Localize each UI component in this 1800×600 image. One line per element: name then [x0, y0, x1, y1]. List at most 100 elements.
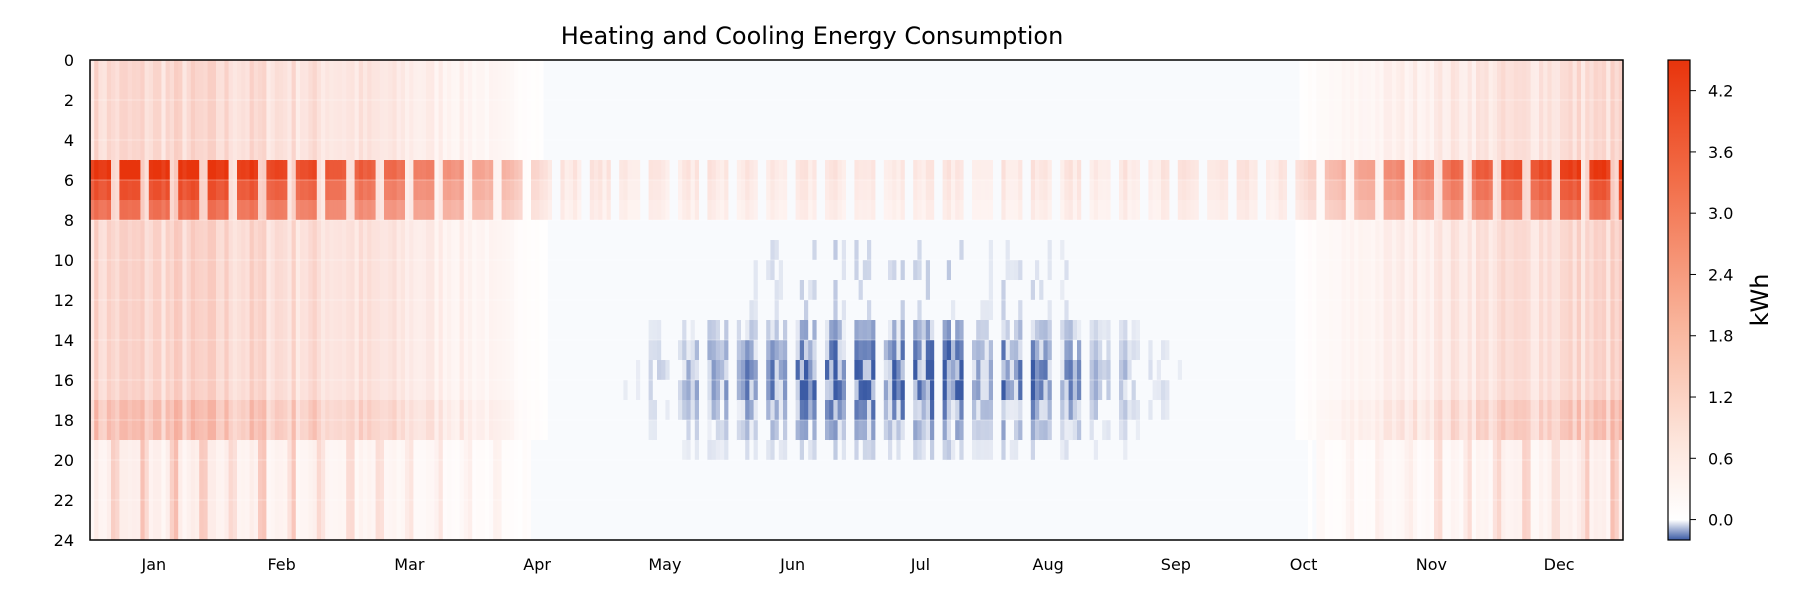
heatmap-cell [493, 520, 498, 541]
heatmap-cell [98, 160, 103, 181]
heatmap-cell [594, 80, 599, 101]
heatmap-cell [337, 120, 343, 141]
heatmap-cell [329, 400, 334, 421]
heatmap-cell [610, 500, 616, 521]
heatmap-cell [182, 460, 187, 481]
heatmap-cell [174, 480, 179, 501]
heatmap-cell [518, 480, 523, 501]
heatmap-cell [862, 140, 868, 161]
heatmap-cell [673, 460, 679, 481]
heatmap-cell [930, 240, 935, 261]
heatmap-cell [90, 300, 95, 321]
heatmap-cell [753, 480, 759, 501]
heatmap-cell [438, 220, 444, 241]
heatmap-cell [825, 220, 830, 241]
heatmap-cell [732, 200, 738, 221]
heatmap-cell [119, 160, 124, 181]
heatmap-cell [266, 420, 271, 441]
heatmap-cell [615, 240, 620, 261]
heatmap-cell [379, 160, 385, 181]
heatmap-cell [287, 440, 292, 461]
heatmap-cell [631, 140, 637, 161]
heatmap-cell [627, 160, 633, 181]
heatmap-cell [484, 360, 490, 381]
heatmap-cell [90, 100, 95, 121]
heatmap-cell [308, 260, 313, 281]
heatmap-cell [690, 480, 696, 501]
heatmap-cell [316, 440, 322, 461]
heatmap-cell [619, 320, 624, 341]
heatmap-cell [350, 500, 355, 521]
heatmap-cell [438, 140, 444, 161]
heatmap-cell [858, 240, 864, 261]
heatmap-cell [182, 440, 187, 461]
heatmap-cell [757, 460, 763, 481]
heatmap-cell [148, 160, 154, 181]
heatmap-cell [367, 140, 372, 161]
heatmap-cell [623, 320, 628, 341]
heatmap-cell [245, 220, 250, 241]
heatmap-cell [833, 160, 838, 181]
heatmap-cell [732, 240, 738, 261]
heatmap-cell [228, 260, 234, 281]
heatmap-cell [938, 440, 943, 461]
heatmap-cell [484, 160, 490, 181]
heatmap-cell [795, 400, 801, 421]
heatmap-cell [325, 120, 330, 141]
heatmap-cell [598, 80, 603, 101]
heatmap-cell [274, 360, 280, 381]
heatmap-cell [178, 260, 183, 281]
heatmap-cell [661, 100, 666, 121]
heatmap-cell [316, 420, 322, 441]
heatmap-cell [253, 420, 259, 441]
heatmap-cell [472, 500, 477, 521]
heatmap-cell [539, 220, 544, 241]
heatmap-cell [673, 100, 679, 121]
heatmap-cell [127, 180, 133, 201]
heatmap-cell [615, 380, 620, 401]
heatmap-cell [875, 440, 880, 461]
heatmap-cell [736, 200, 742, 221]
heatmap-cell [211, 380, 217, 401]
heatmap-cell [531, 460, 536, 481]
heatmap-cell [627, 260, 633, 281]
heatmap-cell [606, 460, 612, 481]
heatmap-cell [442, 400, 448, 421]
heatmap-cell [279, 340, 284, 361]
heatmap-cell [707, 480, 712, 501]
heatmap-cell [535, 180, 540, 201]
heatmap-cell [757, 80, 763, 101]
heatmap-cell [757, 380, 763, 401]
heatmap-cell [531, 480, 536, 501]
heatmap-cell [736, 460, 742, 481]
heatmap-cell [959, 200, 964, 221]
heatmap-cell [678, 180, 683, 201]
heatmap-cell [799, 520, 805, 541]
heatmap-cell [711, 140, 717, 161]
heatmap-cell [904, 340, 910, 361]
heatmap-cell [917, 440, 922, 461]
heatmap-cell [350, 460, 355, 481]
heatmap-cell [438, 300, 444, 321]
heatmap-cell [585, 220, 591, 241]
heatmap-cell [518, 200, 523, 221]
heatmap-cell [720, 280, 725, 301]
heatmap-cell [321, 420, 326, 441]
heatmap-cell [153, 420, 158, 441]
heatmap-cell [573, 280, 578, 301]
heatmap-cell [216, 440, 221, 461]
heatmap-cell [770, 300, 775, 321]
heatmap-cell [573, 160, 578, 181]
heatmap-cell [447, 80, 452, 101]
heatmap-cell [816, 80, 822, 101]
heatmap-cell [552, 480, 557, 501]
heatmap-cell [930, 60, 935, 81]
heatmap-cell [778, 120, 784, 141]
heatmap-cell [749, 100, 754, 121]
heatmap-cell [573, 240, 578, 261]
heatmap-cell [846, 140, 851, 161]
heatmap-cell [589, 420, 595, 441]
heatmap-cell [661, 60, 666, 81]
heatmap-cell [833, 380, 838, 401]
heatmap-cell [392, 180, 397, 201]
